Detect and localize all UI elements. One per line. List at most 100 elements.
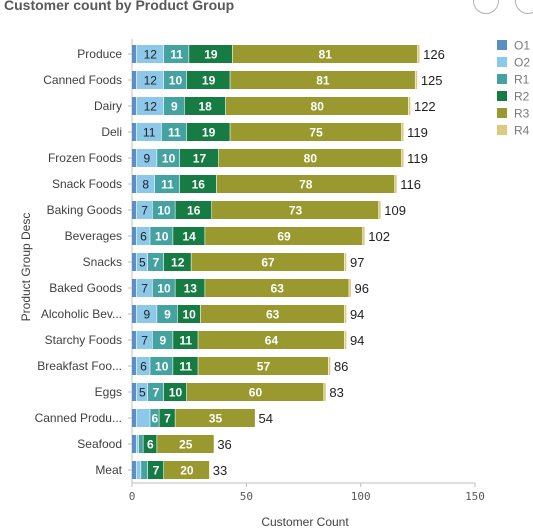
bar-segment-o2-seafood[interactable]	[136, 435, 139, 453]
bar-segment-r1-alcoholic-bev[interactable]	[157, 305, 178, 323]
legend-swatch-r1[interactable]	[497, 74, 507, 84]
bar-segment-o1-snacks[interactable]	[132, 253, 136, 271]
bar-segment-o2-baked-goods[interactable]	[136, 279, 152, 297]
bar-segment-r4-breakfast-foo[interactable]	[328, 357, 331, 375]
bar-segment-r1-eggs[interactable]	[148, 383, 164, 401]
bar-segment-o1-frozen-foods[interactable]	[132, 149, 136, 167]
bar-segment-r2-beverages[interactable]	[173, 227, 205, 245]
bar-segment-r3-eggs[interactable]	[186, 383, 324, 401]
bar-segment-o2-canned-produ[interactable]	[136, 409, 150, 427]
bar-segment-o2-snacks[interactable]	[136, 253, 148, 271]
bar-segment-r4-baking-goods[interactable]	[378, 201, 381, 219]
bar-segment-r2-dairy[interactable]	[184, 97, 226, 115]
legend-swatch-o1[interactable]	[497, 40, 507, 50]
legend-label-r2[interactable]: R2	[514, 90, 530, 104]
bar-segment-r1-meat[interactable]	[141, 461, 148, 479]
bar-segment-o1-canned-foods[interactable]	[132, 71, 136, 89]
legend-swatch-r4[interactable]	[497, 125, 507, 135]
bar-segment-o1-baked-goods[interactable]	[132, 279, 136, 297]
bar-segment-r3-baking-goods[interactable]	[212, 201, 379, 219]
bar-segment-r3-frozen-foods[interactable]	[218, 149, 402, 167]
bar-segment-o1-produce[interactable]	[132, 45, 136, 63]
bar-segment-o1-snack-foods[interactable]	[132, 175, 136, 193]
bar-segment-o2-deli[interactable]	[136, 123, 162, 141]
legend-label-o1[interactable]: O1	[514, 39, 530, 53]
bar-segment-r1-canned-produ[interactable]	[150, 409, 159, 427]
legend-label-r1[interactable]: R1	[514, 73, 530, 87]
bar-segment-r1-baked-goods[interactable]	[152, 279, 175, 297]
bar-segment-r3-snack-foods[interactable]	[216, 175, 395, 193]
bar-segment-o1-dairy[interactable]	[132, 97, 136, 115]
bar-segment-o1-eggs[interactable]	[132, 383, 136, 401]
bar-segment-r3-produce[interactable]	[232, 45, 418, 63]
bar-segment-r1-dairy[interactable]	[164, 97, 184, 115]
bar-segment-r1-baking-goods[interactable]	[152, 201, 175, 219]
legend-label-r4[interactable]: R4	[514, 124, 530, 138]
bar-segment-o1-starchy-foods[interactable]	[132, 331, 136, 349]
bar-segment-r3-beverages[interactable]	[205, 227, 363, 245]
bar-segment-r3-breakfast-foo[interactable]	[198, 357, 329, 375]
bar-segment-r3-canned-produ[interactable]	[175, 409, 255, 427]
bar-segment-r2-eggs[interactable]	[164, 383, 187, 401]
bar-segment-o1-baking-goods[interactable]	[132, 201, 136, 219]
bar-segment-r3-meat[interactable]	[164, 461, 210, 479]
bar-segment-o1-deli[interactable]	[132, 123, 136, 141]
bar-segment-r2-seafood[interactable]	[143, 435, 157, 453]
bar-segment-r1-breakfast-foo[interactable]	[150, 357, 173, 375]
bar-segment-r1-snack-foods[interactable]	[154, 175, 180, 193]
bar-segment-r4-deli[interactable]	[401, 123, 404, 141]
bar-segment-r4-frozen-foods[interactable]	[401, 149, 404, 167]
bar-segment-r2-canned-produ[interactable]	[159, 409, 175, 427]
bar-segment-r3-alcoholic-bev[interactable]	[200, 305, 345, 323]
bar-segment-r4-starchy-foods[interactable]	[344, 331, 347, 349]
bar-segment-r3-snacks[interactable]	[191, 253, 345, 271]
bar-segment-r2-canned-foods[interactable]	[186, 71, 230, 89]
chart-expand-button[interactable]	[515, 0, 533, 14]
bar-segment-r2-baking-goods[interactable]	[175, 201, 212, 219]
bar-segment-r2-produce[interactable]	[189, 45, 233, 63]
bar-segment-o2-produce[interactable]	[136, 45, 164, 63]
legend-label-o2[interactable]: O2	[514, 56, 530, 70]
bar-segment-o2-dairy[interactable]	[136, 97, 164, 115]
bar-segment-r1-produce[interactable]	[164, 45, 189, 63]
bar-segment-o2-snack-foods[interactable]	[136, 175, 155, 193]
bar-segment-o2-breakfast-foo[interactable]	[136, 357, 150, 375]
bar-segment-o2-frozen-foods[interactable]	[136, 149, 157, 167]
bar-segment-r2-frozen-foods[interactable]	[180, 149, 219, 167]
bar-segment-r2-snack-foods[interactable]	[180, 175, 217, 193]
bar-segment-r1-snacks[interactable]	[148, 253, 164, 271]
bar-segment-r2-snacks[interactable]	[164, 253, 191, 271]
bar-segment-o2-starchy-foods[interactable]	[136, 331, 152, 349]
bar-segment-r1-beverages[interactable]	[150, 227, 173, 245]
bar-segment-r3-starchy-foods[interactable]	[198, 331, 345, 349]
bar-segment-o2-baking-goods[interactable]	[136, 201, 152, 219]
bar-segment-r4-dairy[interactable]	[408, 97, 411, 115]
bar-segment-r3-baked-goods[interactable]	[205, 279, 349, 297]
bar-segment-o1-meat[interactable]	[132, 461, 136, 479]
legend-swatch-o2[interactable]	[497, 57, 507, 67]
bar-segment-r4-snacks[interactable]	[344, 253, 347, 271]
bar-segment-o1-canned-produ[interactable]	[132, 409, 136, 427]
bar-segment-r4-eggs[interactable]	[324, 383, 326, 401]
bar-segment-r4-snack-foods[interactable]	[394, 175, 397, 193]
bar-segment-r2-breakfast-foo[interactable]	[173, 357, 198, 375]
bar-segment-r3-dairy[interactable]	[225, 97, 409, 115]
bar-segment-o1-alcoholic-bev[interactable]	[132, 305, 136, 323]
bar-segment-o2-canned-foods[interactable]	[136, 71, 164, 89]
bar-segment-r4-beverages[interactable]	[362, 227, 365, 245]
bar-segment-r3-deli[interactable]	[230, 123, 402, 141]
bar-segment-r1-starchy-foods[interactable]	[152, 331, 173, 349]
bar-segment-r4-alcoholic-bev[interactable]	[344, 305, 347, 323]
legend-swatch-r3[interactable]	[497, 108, 507, 118]
bar-segment-r1-deli[interactable]	[161, 123, 187, 141]
bar-segment-r2-deli[interactable]	[186, 123, 230, 141]
bar-segment-o1-breakfast-foo[interactable]	[132, 357, 136, 375]
bar-segment-r2-starchy-foods[interactable]	[173, 331, 198, 349]
bar-segment-r4-baked-goods[interactable]	[349, 279, 351, 297]
bar-segment-o1-beverages[interactable]	[132, 227, 136, 245]
legend-label-r3[interactable]: R3	[514, 107, 530, 121]
bar-segment-o2-meat[interactable]	[136, 461, 141, 479]
bar-segment-r3-seafood[interactable]	[157, 435, 214, 453]
bar-segment-r4-canned-foods[interactable]	[415, 71, 418, 89]
bar-segment-o2-eggs[interactable]	[136, 383, 148, 401]
